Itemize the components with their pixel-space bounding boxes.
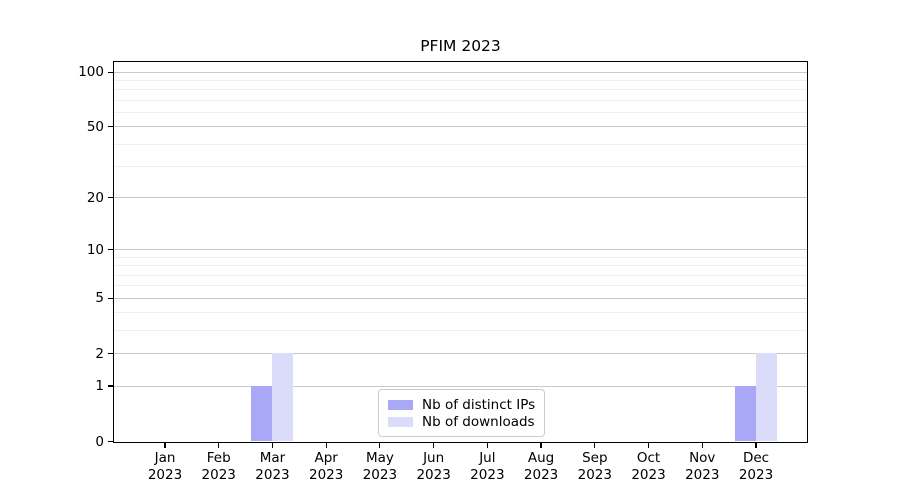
gridline-minor: [114, 89, 807, 91]
y-tick: [108, 71, 113, 73]
x-tick-year: 2023: [147, 467, 183, 483]
x-tick-year: 2023: [470, 467, 505, 483]
x-tick-month: Nov: [689, 450, 716, 466]
bar-distinct-ips: [250, 385, 272, 441]
legend-item-downloads: Nb of downloads: [388, 413, 535, 430]
x-tick-label: Dec 2023: [726, 450, 786, 484]
gridline-minor: [114, 99, 807, 101]
x-tick: [647, 443, 650, 448]
y-tick: [108, 197, 113, 199]
x-tick: [218, 443, 220, 448]
x-tick-month: Aug: [527, 450, 555, 466]
x-tick-month: Oct: [636, 450, 661, 466]
x-tick: [164, 443, 166, 448]
y-tick-label: 0: [95, 433, 104, 450]
x-tick: [755, 443, 757, 448]
x-tick-month: Mar: [259, 450, 286, 466]
y-tick: [108, 385, 113, 387]
gridline-minor: [114, 312, 807, 314]
gridline-major: [114, 297, 807, 299]
y-tick-label: 1: [95, 378, 104, 395]
x-tick-year: 2023: [631, 467, 666, 483]
x-tick: [271, 443, 274, 448]
legend-label-distinct-ips: Nb of distinct IPs: [422, 396, 536, 413]
y-tick: [108, 297, 113, 299]
x-tick-month: Sep: [582, 450, 608, 466]
gridline-major: [114, 71, 807, 73]
gridline-minor: [114, 274, 807, 276]
x-tick-month: May: [365, 450, 394, 466]
x-tick-label: Jun 2023: [404, 450, 464, 484]
bar-layer: [114, 62, 807, 442]
x-tick-label: Nov 2023: [672, 450, 732, 484]
y-tick-label: 20: [86, 189, 104, 206]
x-tick: [379, 443, 381, 448]
x-tick-year: 2023: [738, 467, 774, 483]
gridline-minor: [114, 256, 807, 258]
x-tick-label: Mar 2023: [242, 450, 302, 484]
x-tick-label: Aug 2023: [511, 450, 571, 484]
gridline-major: [114, 197, 807, 199]
x-tick-year: 2023: [416, 467, 451, 483]
legend-label-downloads: Nb of downloads: [422, 413, 535, 430]
x-tick-year: 2023: [362, 467, 398, 483]
y-tick-label: 100: [78, 64, 104, 81]
legend-swatch-distinct-ips: [388, 399, 413, 410]
x-tick-year: 2023: [523, 467, 559, 483]
x-tick: [486, 443, 488, 448]
x-tick: [701, 443, 703, 448]
legend: Nb of distinct IPs Nb of downloads: [378, 389, 545, 437]
gridline-minor: [114, 143, 807, 145]
gridline-major: [114, 385, 807, 387]
gridline-major: [114, 249, 807, 251]
y-tick: [108, 352, 113, 355]
x-tick-month: Feb: [206, 450, 231, 466]
legend-swatch-downloads: [388, 416, 413, 427]
x-tick-label: Jan 2023: [135, 450, 195, 484]
grid-layer: [114, 62, 807, 442]
x-tick-month: Apr: [314, 450, 338, 466]
x-tick-label: Sep 2023: [565, 450, 625, 484]
x-tick: [325, 443, 327, 448]
x-tick-label: Oct 2023: [619, 450, 679, 484]
bar-downloads: [271, 353, 293, 441]
x-tick-label: Feb 2023: [189, 450, 249, 484]
legend-item-distinct-ips: Nb of distinct IPs: [388, 396, 535, 413]
y-tick: [108, 126, 113, 128]
gridline-minor: [114, 265, 807, 267]
gridline-minor: [114, 80, 807, 82]
x-tick-label: Jul 2023: [457, 450, 517, 484]
y-tick: [108, 249, 113, 251]
x-tick-label: Apr 2023: [296, 450, 356, 484]
x-tick-year: 2023: [685, 467, 720, 483]
x-tick: [594, 443, 596, 448]
plot-area: [113, 61, 808, 443]
chart-title: PFIM 2023: [420, 37, 501, 55]
x-tick-month: Jul: [479, 450, 496, 466]
x-tick-month: Jan: [154, 450, 176, 466]
gridline-major: [114, 126, 807, 128]
x-tick-month: Dec: [742, 450, 770, 466]
gridline-major: [114, 353, 807, 355]
gridline-minor: [114, 166, 807, 168]
gridline-minor: [114, 330, 807, 332]
y-tick-label: 2: [95, 345, 104, 362]
bar-downloads: [755, 353, 777, 441]
y-tick-label: 10: [86, 241, 104, 258]
bar-distinct-ips: [734, 385, 756, 441]
y-tick: [108, 440, 113, 443]
y-tick-label: 50: [86, 118, 104, 135]
x-tick-label: May 2023: [350, 450, 410, 484]
y-tick-label: 5: [95, 290, 104, 307]
x-tick-month: Jun: [423, 450, 445, 466]
x-tick: [540, 443, 542, 448]
x-tick-year: 2023: [308, 467, 344, 483]
x-tick-year: 2023: [255, 467, 290, 483]
x-tick: [433, 443, 435, 448]
x-tick-year: 2023: [201, 467, 236, 483]
gridline-minor: [114, 112, 807, 114]
x-tick-year: 2023: [577, 467, 612, 483]
gridline-minor: [114, 285, 807, 287]
